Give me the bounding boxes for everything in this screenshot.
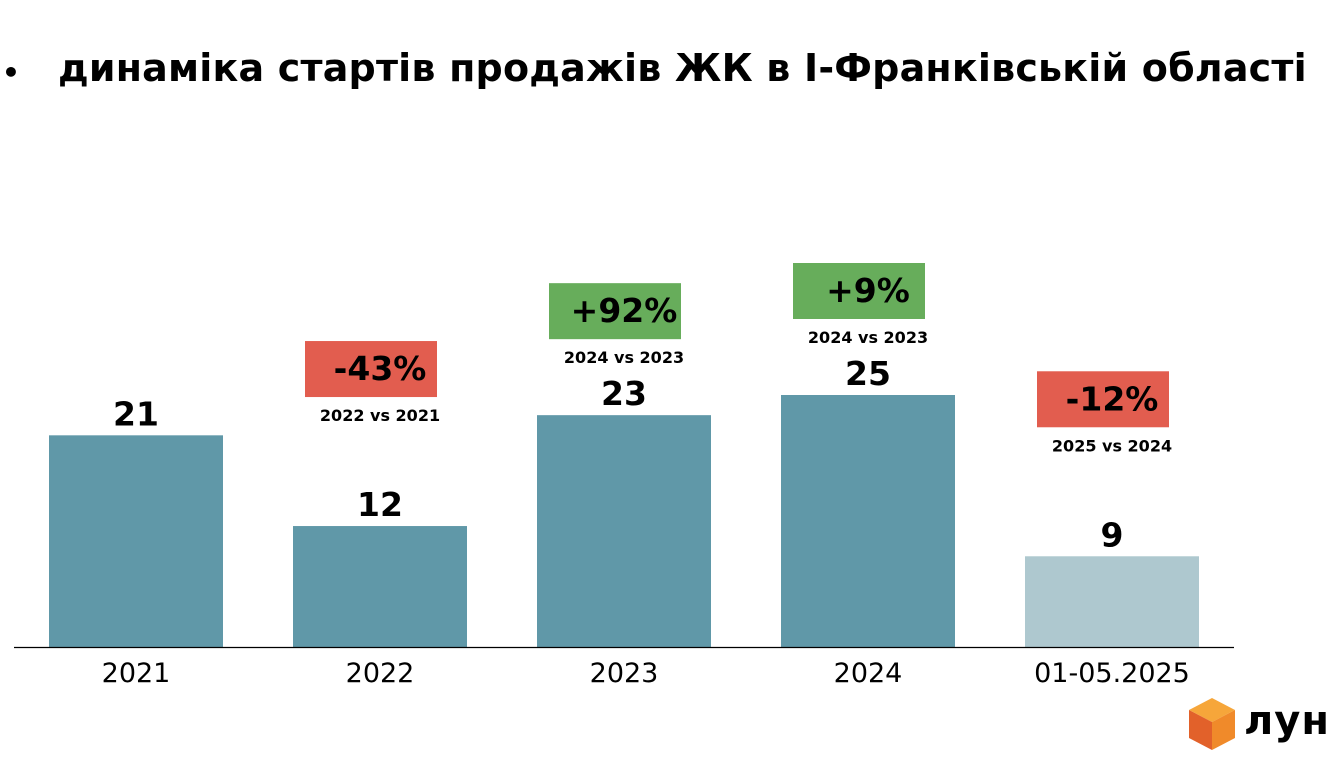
change-badge-01-05.2025 [1037, 371, 1169, 428]
lun-logo: лун [1186, 696, 1328, 756]
change-badge-2022 [305, 341, 437, 398]
change-value-2022: -43% [334, 349, 427, 388]
change-value-2024: +9% [826, 271, 910, 310]
comparison-label-2022: 2022 vs 2021 [320, 406, 440, 425]
change-badge-2024 [793, 263, 925, 319]
value-label-2022: 12 [357, 485, 403, 524]
bar-2021 [49, 435, 223, 647]
bar-01-05.2025 [1025, 556, 1199, 647]
logo-text: лун [1244, 698, 1328, 744]
bar-2023 [537, 415, 711, 647]
comparison-label-2023: 2024 vs 2023 [564, 348, 684, 367]
bullet: • [2, 56, 20, 89]
value-label-2021: 21 [113, 394, 159, 433]
comparison-label-2024: 2024 vs 2023 [808, 328, 928, 347]
bar-2022 [293, 526, 467, 647]
change-value-2023: +92% [571, 291, 678, 330]
cube-logo-icon [1189, 698, 1235, 750]
page-title: динаміка стартів продажів ЖК в І-Франків… [58, 46, 1307, 90]
value-label-01-05.2025: 9 [1101, 515, 1124, 554]
x-tick-label-2024: 2024 [834, 658, 903, 689]
x-tick-label-2021: 2021 [102, 658, 171, 689]
value-label-2023: 23 [601, 374, 647, 413]
x-tick-label-2022: 2022 [346, 658, 415, 689]
comparison-label-01-05.2025: 2025 vs 2024 [1052, 436, 1172, 455]
title-row: • динаміка стартів продажів ЖК в І-Франк… [0, 42, 1328, 102]
value-label-2024: 25 [845, 354, 891, 393]
x-tick-label-2023: 2023 [590, 658, 659, 689]
change-badge-2023 [549, 283, 681, 340]
change-value-01-05.2025: -12% [1066, 379, 1159, 418]
x-tick-label-01-05.2025: 01-05.2025 [1034, 658, 1190, 689]
bar-2024 [781, 395, 955, 647]
